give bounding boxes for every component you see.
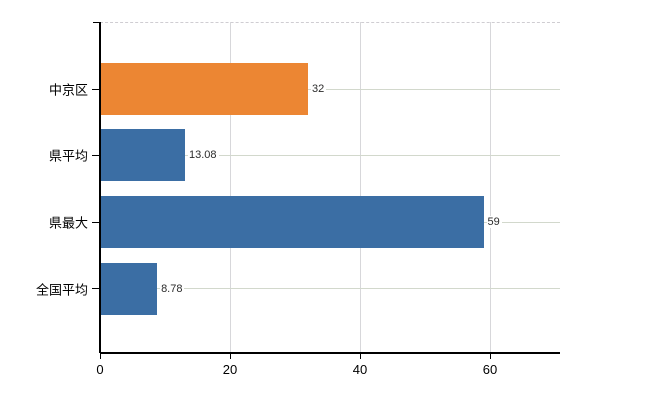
bar-value-label: 32 (311, 83, 327, 95)
category-label: 全国平均 (35, 282, 88, 297)
x-tick-label: 0 (96, 362, 104, 377)
x-axis-tick (100, 354, 101, 359)
y-axis-top-tick (93, 22, 100, 23)
y-axis-tick (92, 154, 100, 156)
x-axis-tick (490, 354, 491, 359)
horizontal-gridline (100, 288, 560, 289)
y-axis-tick (92, 88, 100, 90)
bar-value-label: 59 (486, 216, 502, 228)
bar-1 (100, 129, 186, 181)
plot-top-border (100, 22, 560, 23)
category-label: 中京区 (48, 82, 88, 98)
x-axis-tick (230, 354, 231, 359)
x-axis-line (100, 352, 560, 354)
vertical-gridline (490, 22, 491, 353)
x-axis-tick (360, 354, 361, 359)
y-axis-tick (92, 288, 100, 289)
x-tick-label: 40 (352, 362, 368, 377)
x-tick-label: 20 (222, 362, 238, 377)
vertical-gridline (360, 22, 361, 353)
bar-2 (100, 196, 484, 248)
horizontal-gridline (100, 154, 560, 156)
category-label: 県最大 (48, 215, 88, 231)
horizontal-gridline (100, 88, 560, 90)
category-label: 県平均 (48, 148, 88, 164)
bar-value-label: 13.08 (188, 149, 219, 161)
y-axis-line (99, 22, 101, 353)
y-axis-tick (92, 221, 100, 223)
x-tick-label: 60 (482, 362, 498, 377)
bar-0 (100, 63, 308, 115)
vertical-gridline (230, 22, 231, 353)
bar-3 (100, 262, 158, 315)
bar-value-label: 8.78 (160, 282, 185, 295)
